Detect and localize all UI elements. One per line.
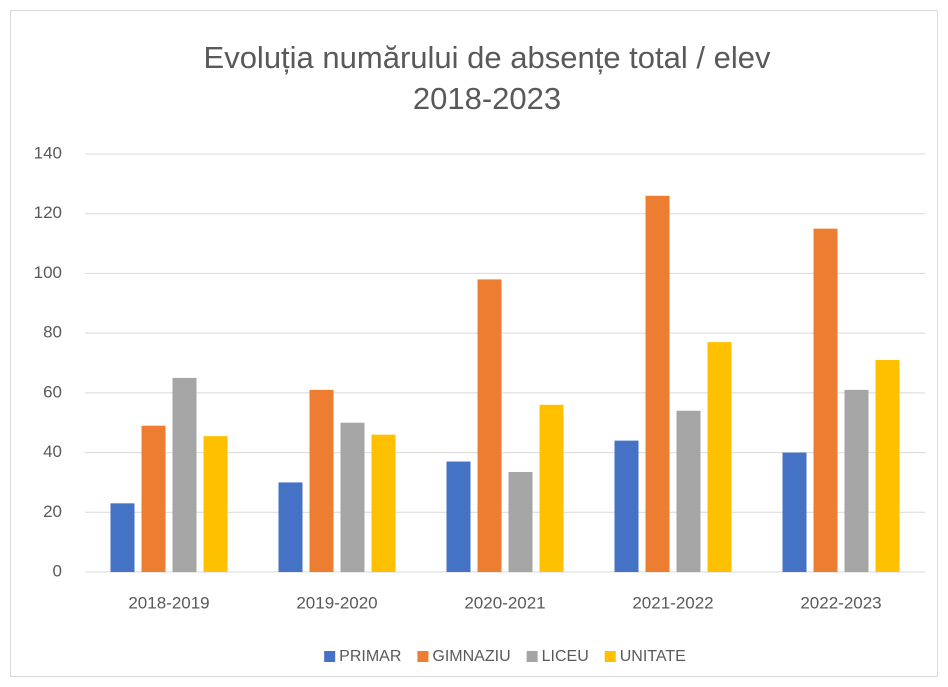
bar — [446, 461, 471, 572]
legend-swatch — [324, 651, 336, 662]
bar — [371, 434, 396, 572]
bar — [645, 195, 670, 573]
bar — [539, 404, 564, 572]
x-tick-label: 2021-2022 — [632, 593, 713, 612]
bar — [844, 389, 869, 572]
x-tick-label: 2018-2019 — [128, 593, 209, 612]
y-tick-label: 100 — [34, 263, 62, 282]
legend-swatch — [526, 651, 538, 662]
y-tick-label: 140 — [34, 143, 62, 162]
bar — [477, 279, 502, 572]
bar — [508, 471, 533, 572]
x-tick-label: 2019-2020 — [296, 593, 377, 612]
legend-label: PRIMAR — [339, 648, 401, 665]
y-tick-label: 120 — [34, 203, 62, 222]
bar — [340, 422, 365, 572]
bar — [172, 377, 197, 572]
chart-title: Evoluția numărului de absențe total / el… — [204, 40, 771, 75]
bar — [614, 440, 639, 572]
bar — [203, 436, 228, 572]
legend-label: UNITATE — [620, 648, 686, 665]
bar — [141, 425, 166, 572]
bar — [782, 452, 807, 572]
bar — [110, 503, 135, 572]
legend-label: GIMNAZIU — [432, 648, 510, 665]
bar — [278, 482, 303, 572]
y-tick-label: 0 — [53, 561, 62, 580]
x-tick-label: 2020-2021 — [464, 593, 545, 612]
bar — [309, 389, 334, 572]
legend-swatch — [417, 651, 429, 662]
bar — [676, 410, 701, 572]
chart-title: 2018-2023 — [413, 81, 561, 116]
y-tick-label: 20 — [43, 502, 62, 521]
y-tick-label: 80 — [43, 323, 62, 342]
legend-swatch — [604, 651, 616, 662]
x-tick-label: 2022-2023 — [800, 593, 881, 612]
legend-label: LICEU — [542, 648, 589, 665]
y-tick-label: 40 — [43, 442, 62, 461]
bar — [813, 228, 838, 572]
y-tick-label: 60 — [43, 382, 62, 401]
bar — [875, 360, 900, 572]
bar — [707, 342, 732, 572]
